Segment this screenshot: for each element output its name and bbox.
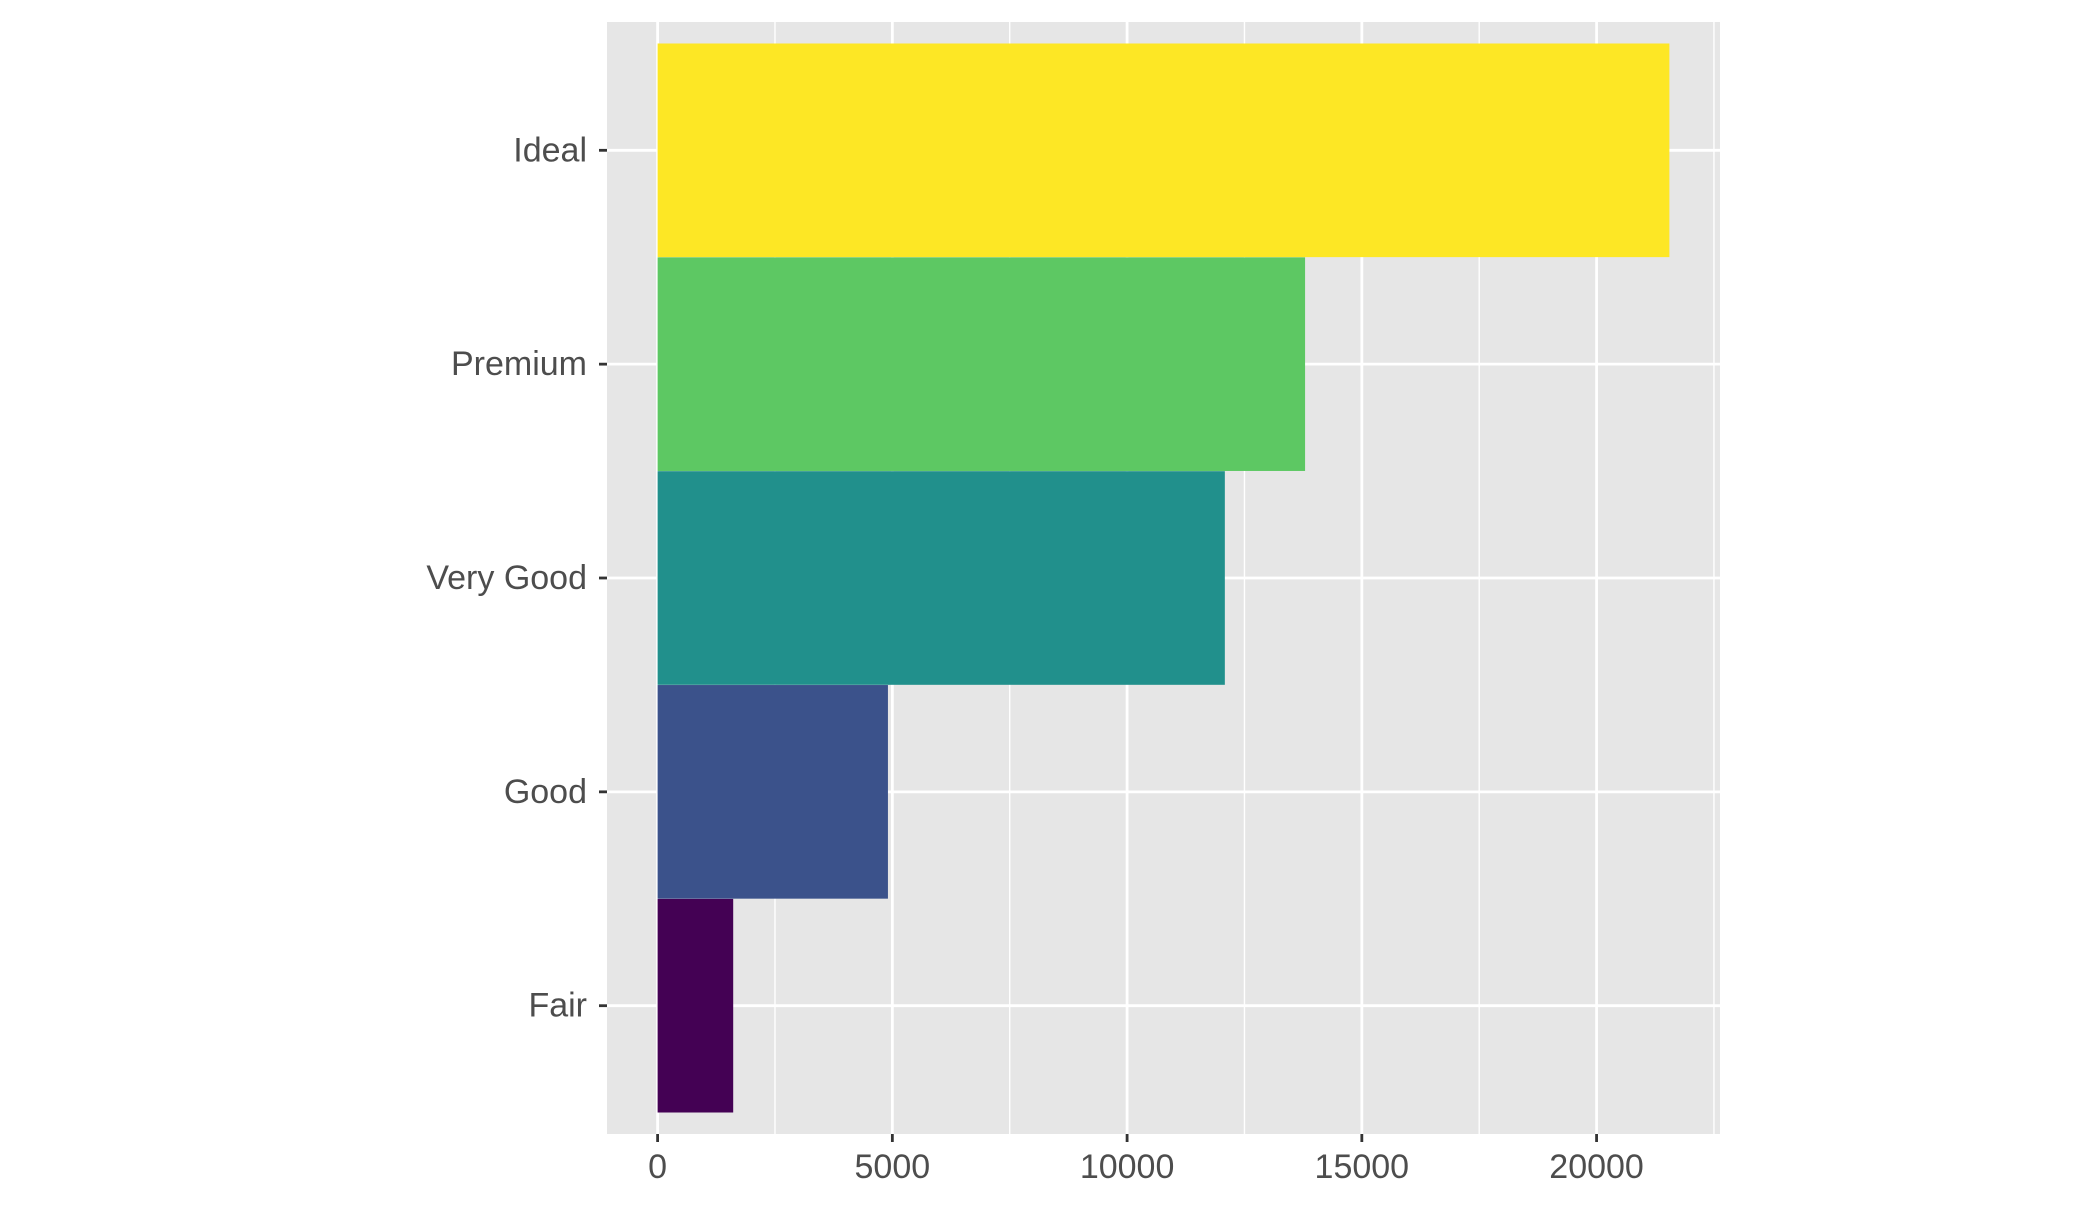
bars [657, 43, 1670, 1113]
x-tick-label: 10000 [1080, 1148, 1175, 1186]
y-tick-label: Ideal [513, 131, 587, 169]
y-tick-label: Premium [451, 345, 587, 383]
x-tick-label: 15000 [1315, 1148, 1410, 1186]
y-axis: Fair Good Very Good Premium Ideal [426, 131, 607, 1025]
bar-premium [657, 257, 1306, 471]
bar-ideal [657, 43, 1670, 258]
x-tick-label: 5000 [855, 1148, 931, 1186]
x-tick-label: 20000 [1549, 1148, 1644, 1186]
bar-good [657, 685, 888, 899]
bar-very-good [657, 471, 1225, 685]
x-axis: 0 5000 10000 15000 20000 [648, 1134, 1644, 1186]
x-tick-label: 0 [648, 1148, 667, 1186]
y-tick-label: Fair [528, 987, 587, 1025]
y-tick-label: Good [504, 773, 587, 811]
bar-fair [657, 898, 734, 1113]
y-tick-label: Very Good [426, 559, 587, 597]
